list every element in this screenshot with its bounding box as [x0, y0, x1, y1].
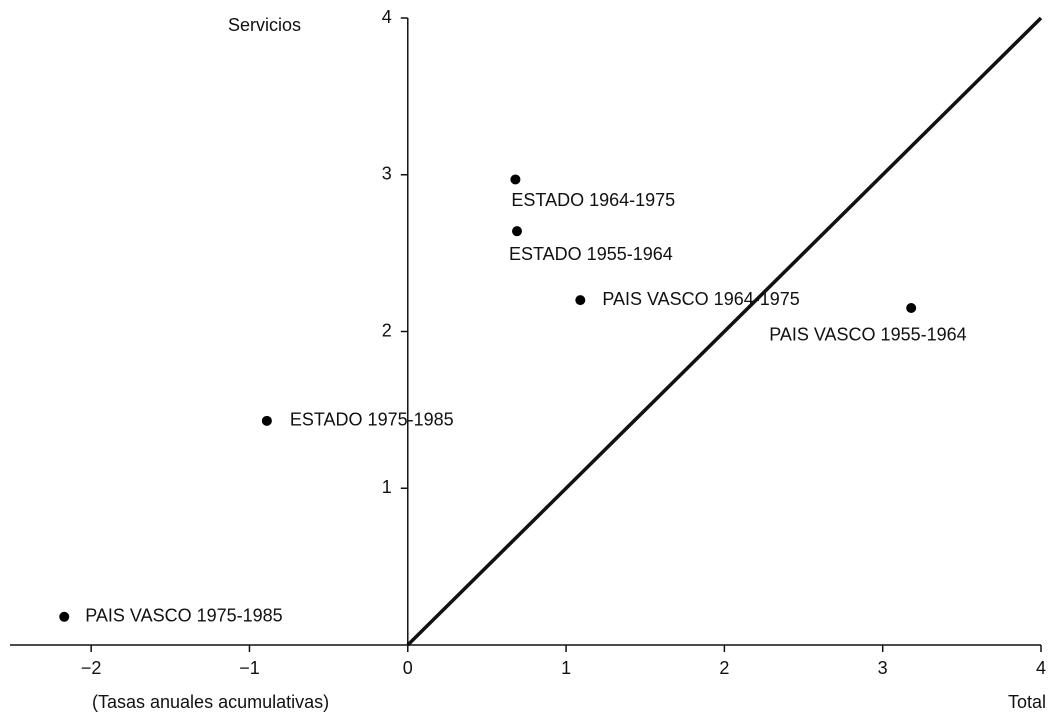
- x-tick-label: 0: [403, 658, 413, 678]
- point: [510, 174, 521, 185]
- point-label: ESTADO 1955-1964: [509, 244, 673, 264]
- y-tick-label: 3: [382, 164, 392, 184]
- point: [906, 302, 917, 313]
- y-tick-label: 4: [382, 7, 392, 27]
- point-label: PAIS VASCO 1964-1975: [602, 289, 799, 309]
- x-tick-label: 1: [561, 658, 571, 678]
- point-label: ESTADO 1964-1975: [511, 190, 675, 210]
- x-tick-label: 3: [878, 658, 888, 678]
- point: [512, 226, 523, 237]
- x-tick-label: −2: [81, 658, 102, 678]
- point-label: ESTADO 1975-1985: [290, 410, 454, 430]
- x-tick-label: 2: [719, 658, 729, 678]
- y-axis-label: Servicios: [228, 15, 301, 35]
- point: [575, 295, 586, 306]
- diagonal-line: [406, 16, 1043, 647]
- point-label: PAIS VASCO 1955-1964: [769, 325, 966, 345]
- note: (Tasas anuales acumulativas): [92, 692, 329, 712]
- x-axis-label: Total: [1008, 692, 1046, 712]
- point: [261, 415, 272, 426]
- y-tick-label: 1: [382, 477, 392, 497]
- x-tick-label: −1: [239, 658, 260, 678]
- point-label: PAIS VASCO 1975-1985: [85, 606, 282, 626]
- x-tick-label: 4: [1036, 658, 1046, 678]
- point: [59, 611, 70, 622]
- y-tick-label: 2: [382, 320, 392, 340]
